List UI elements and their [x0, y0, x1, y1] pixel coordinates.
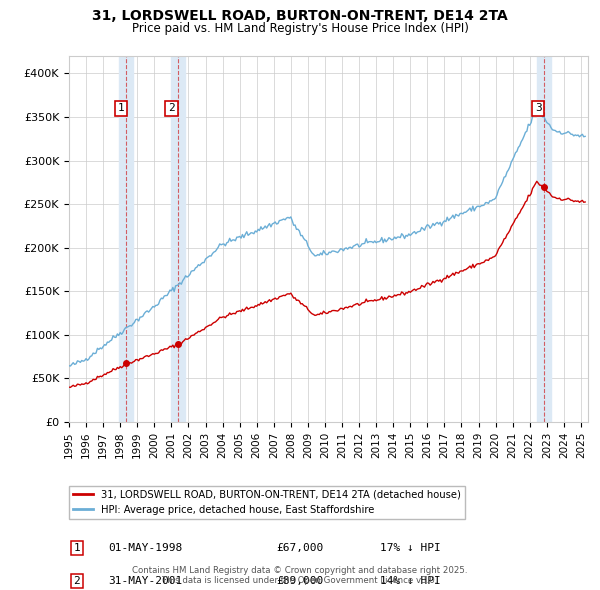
- Bar: [538, 56, 551, 422]
- Text: 3: 3: [535, 103, 542, 113]
- Text: 14% ↓ HPI: 14% ↓ HPI: [380, 576, 441, 586]
- Text: £67,000: £67,000: [277, 543, 324, 553]
- Text: 2: 2: [73, 576, 80, 586]
- Text: 1: 1: [118, 103, 124, 113]
- Text: Price paid vs. HM Land Registry's House Price Index (HPI): Price paid vs. HM Land Registry's House …: [131, 22, 469, 35]
- Text: 31-MAY-2001: 31-MAY-2001: [108, 576, 182, 586]
- Text: £89,000: £89,000: [277, 576, 324, 586]
- Legend: 31, LORDSWELL ROAD, BURTON-ON-TRENT, DE14 2TA (detached house), HPI: Average pri: 31, LORDSWELL ROAD, BURTON-ON-TRENT, DE1…: [69, 486, 465, 519]
- Text: 2: 2: [168, 103, 175, 113]
- Bar: [172, 56, 185, 422]
- Text: 17% ↓ HPI: 17% ↓ HPI: [380, 543, 441, 553]
- Text: 1: 1: [73, 543, 80, 553]
- Bar: [119, 56, 133, 422]
- Text: 31, LORDSWELL ROAD, BURTON-ON-TRENT, DE14 2TA: 31, LORDSWELL ROAD, BURTON-ON-TRENT, DE1…: [92, 9, 508, 23]
- Text: 01-MAY-1998: 01-MAY-1998: [108, 543, 182, 553]
- Text: Contains HM Land Registry data © Crown copyright and database right 2025.
This d: Contains HM Land Registry data © Crown c…: [132, 566, 468, 585]
